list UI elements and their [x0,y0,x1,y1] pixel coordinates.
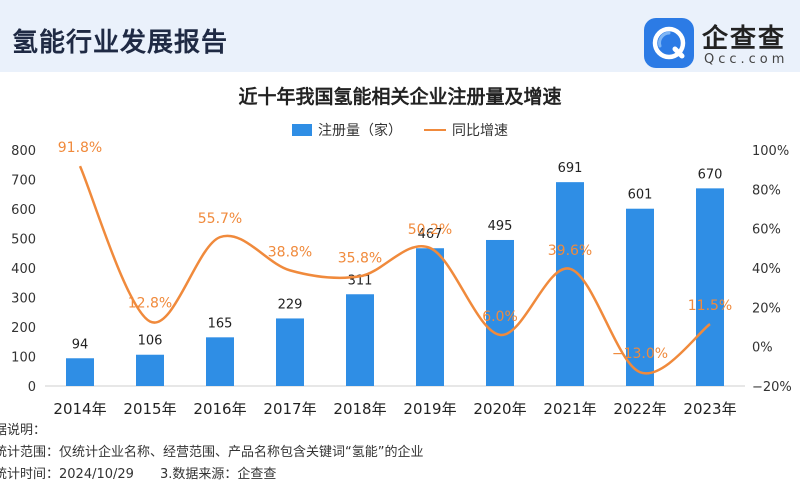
bar-registrations [206,337,234,386]
left-axis-tick-label: 600 [11,203,36,218]
legend-bar-swatch [292,124,312,136]
right-axis-tick-label: 0% [752,341,773,356]
x-axis-tick-label: 2022年 [613,400,666,418]
brand-name: 企查查 [702,24,787,54]
bar-value-label: 467 [418,227,443,242]
growth-rate-label: 50.2% [408,222,452,238]
right-axis-tick-label: 60% [752,223,781,238]
data-notes: 据说明： 统计范围：仅统计企业名称、经营范围、产品名称包含关键词“氢能”的企业 … [0,420,423,486]
bar-value-label: 229 [278,297,303,312]
bar-value-label: 165 [208,316,233,331]
growth-rate-label: 35.8% [338,250,382,266]
bar-value-label: 94 [72,337,89,352]
bar-value-label: 670 [698,167,723,182]
brand-logo: 企查查 Qcc.com [644,16,800,72]
bar-registrations [486,239,514,386]
bar-value-label: 495 [488,219,513,234]
bar-registrations [346,294,374,386]
bar-registrations [696,188,724,386]
left-axis-tick-label: 100 [11,351,36,366]
growth-rate-label: 55.7% [198,211,242,227]
x-axis-tick-label: 2020年 [473,400,526,418]
growth-rate-label: 12.8% [128,295,172,311]
left-axis-tick-label: 700 [11,174,36,189]
left-axis-tick-label: 800 [11,144,36,159]
growth-rate-label: 91.8% [58,140,102,156]
bar-value-label: 691 [558,161,583,176]
right-axis-tick-label: 100% [752,144,789,159]
x-axis-tick-label: 2018年 [333,400,386,418]
x-axis-tick-label: 2016年 [193,400,246,418]
bar-registrations [66,358,94,386]
report-title: 氢能行业发展报告 [12,28,229,58]
left-axis-tick-label: 400 [11,262,36,277]
legend-line-swatch [424,129,446,131]
x-axis-tick-label: 2017年 [263,400,316,418]
right-axis-tick-label: 20% [752,301,781,316]
left-axis-tick-label: 200 [11,321,36,336]
right-axis-tick-label: 80% [752,183,781,198]
left-axis-tick-label: 0 [28,380,36,395]
left-axis-tick-label: 300 [11,292,36,307]
x-axis-tick-label: 2019年 [403,400,456,418]
bar-registrations [626,208,654,386]
bar-registrations [416,248,444,386]
bar-registrations [136,354,164,386]
legend-label-growth: 同比增速 [452,123,508,139]
x-axis-tick-label: 2021年 [543,400,596,418]
brand-domain: Qcc.com [704,52,789,67]
chart-legend: 注册量（家） 同比增速 [0,120,800,140]
x-axis-tick-label: 2023年 [683,400,736,418]
bar-registrations [556,182,584,386]
right-axis-tick-label: 40% [752,262,781,277]
notes-scope: 统计范围：仅统计企业名称、经营范围、产品名称包含关键词“氢能”的企业 [0,445,424,460]
growth-rate-label: −13.0% [612,346,668,362]
notes-source: 3.数据来源：企查查 [159,467,277,482]
growth-rate-label: 11.5% [688,298,732,314]
notes-time: 统计时间：2024/10/29 [0,467,134,482]
growth-rate-label: 39.6% [548,243,592,259]
page-header: 氢能行业发展报告 企查查 Qcc.com [0,0,800,72]
legend-item-growth: 同比增速 [424,120,508,140]
legend-label-registrations: 注册量（家） [318,123,402,139]
legend-item-registrations: 注册量（家） [292,120,402,140]
left-axis-tick-label: 500 [11,233,36,248]
growth-rate-label: 6.0% [482,309,518,325]
notes-heading: 据说明： [0,423,47,438]
qcc-logo-icon [644,18,694,68]
bar-registrations [276,318,304,386]
x-axis-tick-label: 2015年 [123,400,176,418]
bar-value-label: 601 [628,188,653,203]
growth-rate-label: 38.8% [268,244,312,260]
chart-title: 近十年我国氢能相关企业注册量及增速 [238,86,562,108]
bar-value-label: 106 [138,334,163,349]
right-axis-tick-label: −20% [752,380,792,395]
growth-rate-line [78,165,711,375]
x-axis-tick-label: 2014年 [53,400,106,418]
